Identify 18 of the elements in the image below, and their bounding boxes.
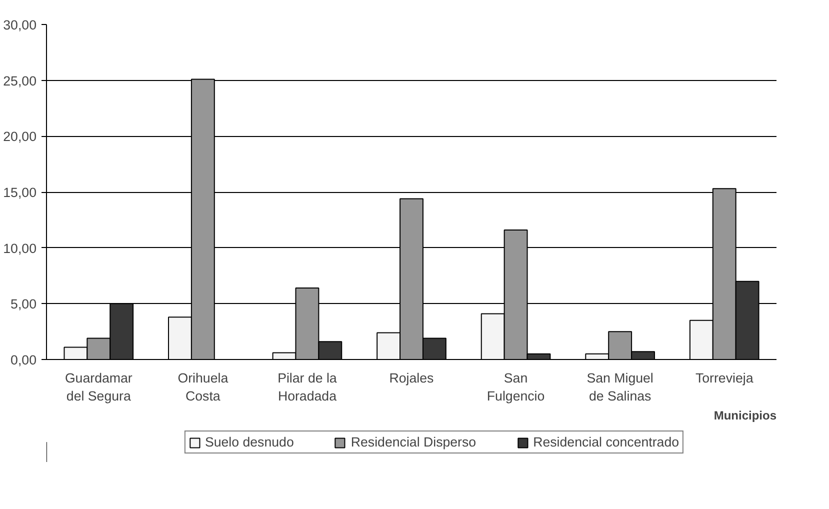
y-tick-label: 30,00 — [3, 18, 37, 32]
y-tick-label: 5,00 — [10, 296, 37, 312]
y-tick-label: 25,00 — [3, 73, 37, 88]
x-tick-label: Guardamar del Segura — [64, 370, 133, 404]
x-tick-label: Torrevieja — [695, 370, 754, 386]
x-tick-label: San Miguel de Salinas — [586, 370, 654, 404]
legend-label: Residencial Disperso — [350, 434, 476, 450]
y-tick-label: 0,00 — [10, 352, 37, 368]
legend-label: Residencial concentrado — [533, 434, 680, 450]
x-tick-label: Orihuela Costa — [178, 370, 229, 404]
x-tick-label: Pilar de la Horadada — [278, 370, 338, 404]
x-tick-label: Rojales — [389, 370, 434, 386]
y-tick-label: 20,00 — [3, 129, 37, 144]
legend-label: Suelo desnudo — [204, 434, 294, 450]
x-tick-label: San Fulgencio — [486, 370, 545, 404]
x-axis-title: Municipios — [714, 408, 777, 422]
y-tick-label: 15,00 — [3, 185, 37, 200]
y-tick-label: 10,00 — [3, 240, 37, 256]
